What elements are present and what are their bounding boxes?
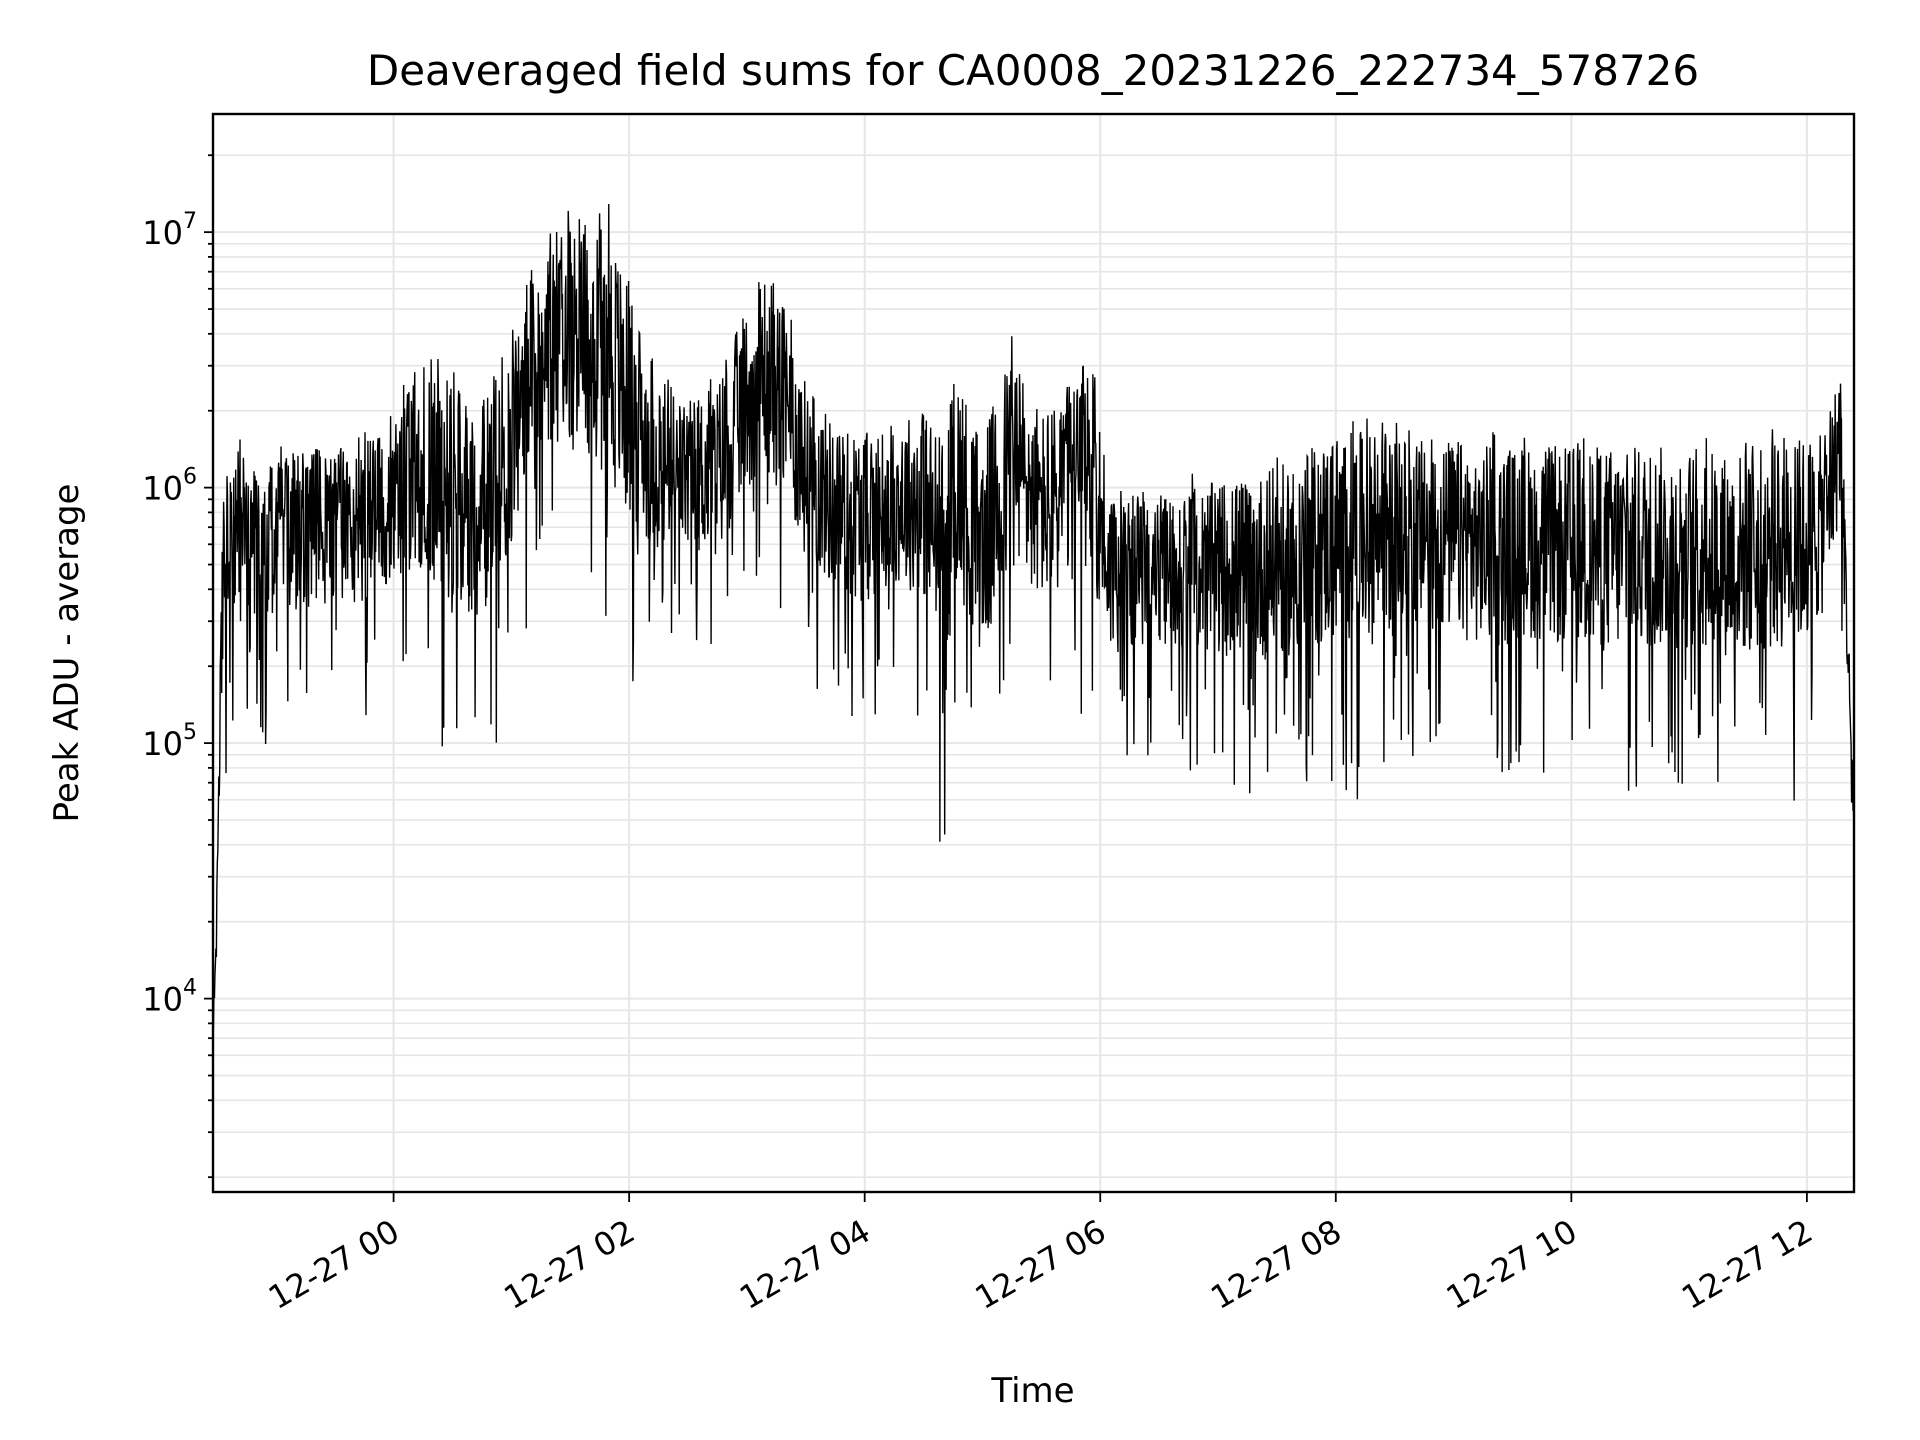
chart-title: Deaveraged field sums for CA0008_2023122…: [367, 46, 1699, 95]
x-axis-label: Time: [990, 1371, 1074, 1411]
series-line: [213, 204, 1854, 1046]
grid-layer: [213, 114, 1854, 1192]
y-tick-label: 105: [142, 720, 197, 763]
x-tick-label: 12-27 12: [1675, 1212, 1819, 1317]
y-tick-label: 104: [142, 976, 197, 1019]
x-tick-label: 12-27 02: [498, 1212, 642, 1317]
x-tick-label: 12-27 04: [733, 1212, 877, 1317]
y-tick-label: 106: [142, 465, 197, 508]
x-tick-label: 12-27 06: [969, 1212, 1113, 1317]
x-tick-label: 12-27 00: [262, 1212, 406, 1317]
y-tick-label: 107: [142, 209, 197, 252]
plot-frame: [211, 112, 1856, 1194]
series-layer: [213, 204, 1854, 1046]
x-tick-label: 12-27 08: [1204, 1212, 1348, 1317]
y-axis-label: Peak ADU - average: [47, 484, 87, 823]
x-tick-label: 12-27 10: [1440, 1212, 1584, 1317]
